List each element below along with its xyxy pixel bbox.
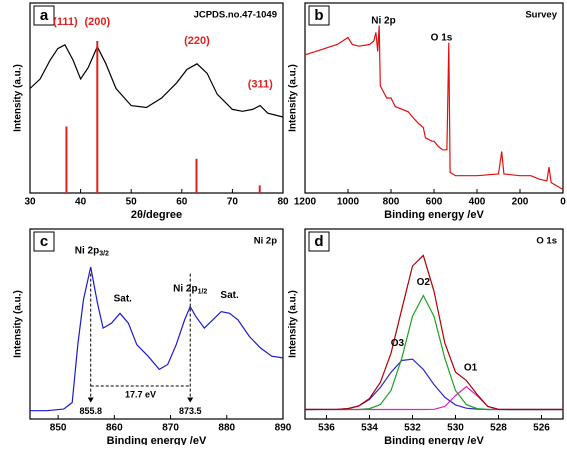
annotation-text: (311) <box>248 79 273 91</box>
plot-frame <box>29 2 284 194</box>
x-tick-label: 60 <box>176 197 188 208</box>
annotation: (111) <box>53 16 78 28</box>
annotation-text: (111) <box>53 16 78 28</box>
x-tick-label: 0 <box>560 197 566 208</box>
annotation: Ni 2p <box>371 15 395 26</box>
panel-title: Ni 2p <box>254 236 277 247</box>
annotation: Ni 2p1/2 <box>173 283 207 295</box>
x-tick-label: 870 <box>162 423 179 434</box>
marker-label: 855.8 <box>79 406 102 416</box>
annotation-text: Sat. <box>220 290 239 301</box>
annotation-text: O1 <box>464 362 478 373</box>
annotation-text: (200) <box>84 16 110 28</box>
x-tick-label: 30 <box>24 197 36 208</box>
annotation: (311) <box>248 79 273 91</box>
annotation-subscript: 1/2 <box>198 288 208 295</box>
annotation: Sat. <box>114 293 133 304</box>
annotation: (200) <box>84 16 110 28</box>
annotation-text: Ni 2p <box>371 15 395 26</box>
x-tick-label: 400 <box>469 197 486 208</box>
y-axis-label: Intensity (a.u.) <box>13 290 24 358</box>
y-axis-label: Intensity (a.u.) <box>288 290 299 358</box>
annotation: Ni 2p3/2 <box>75 245 109 257</box>
spectrum-line <box>304 25 564 191</box>
annotation: Sat. <box>220 290 239 301</box>
annotation-text: Ni 2p <box>75 245 99 256</box>
annotation: (220) <box>184 35 210 47</box>
annotation-text: O 1s <box>431 32 453 43</box>
x-tick-label: 890 <box>275 423 292 434</box>
x-tick-label: 880 <box>218 423 235 434</box>
x-tick-label: 1000 <box>337 197 360 208</box>
x-tick-label: 534 <box>361 423 378 434</box>
spectrum-line <box>29 43 284 118</box>
plot-frame <box>304 228 564 420</box>
spectrum-line <box>304 358 563 411</box>
panel: 30 40 50 60 70 80 2θ/degree Intensity (a.u.) a JC… <box>13 2 289 221</box>
panel: 1200 1000 800 600 400 200 0 Binding energy /eV I… <box>288 2 566 221</box>
x-tick-label: 600 <box>426 197 443 208</box>
panel-letter: d <box>314 233 323 250</box>
x-tick-label: 800 <box>383 197 400 208</box>
panel-letter: b <box>314 7 323 24</box>
annotation: O1 <box>464 362 478 373</box>
panel-letter-box <box>33 5 55 26</box>
y-axis-label: Intensity (a.u.) <box>13 64 24 132</box>
annotation-text: Sat. <box>114 293 133 304</box>
annotation-text: (220) <box>184 35 210 47</box>
annotation-subscript: 3/2 <box>99 250 109 257</box>
marker-label: 873.5 <box>179 406 202 416</box>
spectrum-line <box>30 266 284 412</box>
marker-arrow <box>187 397 194 403</box>
spectrum-line <box>305 385 563 411</box>
x-tick-label: 70 <box>227 197 239 208</box>
panel-letter: a <box>40 7 49 24</box>
gap-label: 17.7 eV <box>125 389 156 399</box>
x-tick-label: 80 <box>277 197 289 208</box>
x-tick-label: 50 <box>126 197 138 208</box>
annotation: O3 <box>391 338 405 349</box>
marker-arrow <box>87 397 94 403</box>
x-tick-label: 200 <box>512 197 529 208</box>
panel-title: Survey <box>525 10 557 21</box>
x-axis-label: Binding energy /eV <box>384 209 484 221</box>
annotation: O2 <box>417 277 431 288</box>
annotation-text: O3 <box>391 338 405 349</box>
panel: 536 534 532 530 528 526 Binding energy /eV Inte… <box>288 228 564 447</box>
panel: 850 860 870 880 890 Binding energy /eV Intensi… <box>13 228 292 447</box>
x-axis-label: Binding energy /eV <box>384 435 484 445</box>
x-tick-label: 1200 <box>294 197 317 208</box>
x-axis-label: 2θ/degree <box>131 209 182 221</box>
spectrum-line <box>305 294 563 411</box>
plot-frame <box>29 228 284 420</box>
spectrum-line <box>304 254 563 411</box>
x-tick-label: 536 <box>318 423 335 434</box>
panel-letter-box <box>308 231 330 252</box>
y-axis-label: Intensity (a.u.) <box>288 64 299 132</box>
panel-title: O 1s <box>536 236 557 247</box>
x-tick-label: 860 <box>106 423 123 434</box>
panel-letter: c <box>40 233 48 250</box>
x-tick-label: 40 <box>75 197 87 208</box>
annotation-text: Ni 2p <box>173 283 197 294</box>
x-tick-label: 850 <box>50 423 67 434</box>
panel-letter-box <box>308 5 330 26</box>
annotation-text: O2 <box>417 277 431 288</box>
x-tick-label: 532 <box>404 423 421 434</box>
x-tick-label: 530 <box>447 423 464 434</box>
x-tick-label: 528 <box>490 423 507 434</box>
panel-letter-box <box>33 231 55 252</box>
x-tick-label: 526 <box>533 423 550 434</box>
x-axis-label: Binding energy /eV <box>107 435 207 445</box>
annotation: O 1s <box>431 32 453 43</box>
panel-title: JCPDS.no.47-1049 <box>194 10 277 21</box>
